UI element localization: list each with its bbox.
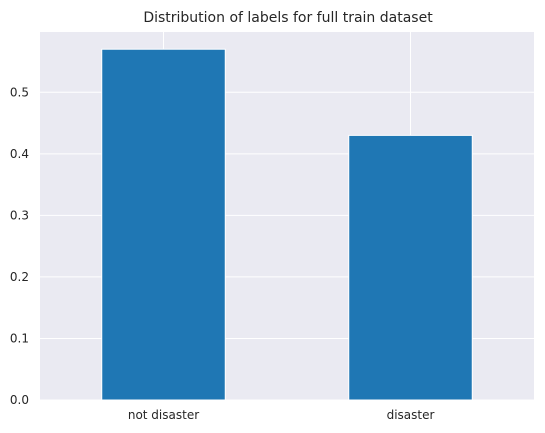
x-tick-label: not disaster (128, 408, 199, 422)
bar-disaster (348, 134, 473, 401)
x-axis-ticks: not disaster disaster (128, 408, 435, 422)
bars (101, 48, 473, 401)
bar-not-disaster (101, 48, 226, 401)
chart-title: Distribution of labels for full train da… (143, 10, 433, 26)
y-tick-label: 0.1 (10, 331, 29, 345)
y-tick-label: 0.4 (10, 147, 29, 161)
y-tick-label: 0.0 (10, 393, 29, 407)
y-tick-label: 0.2 (10, 270, 29, 284)
x-tick-label: disaster (387, 408, 435, 422)
y-tick-label: 0.3 (10, 208, 29, 222)
y-tick-label: 0.5 (10, 85, 29, 99)
y-axis-ticks: 0.0 0.1 0.2 0.3 0.4 0.5 (10, 85, 29, 407)
